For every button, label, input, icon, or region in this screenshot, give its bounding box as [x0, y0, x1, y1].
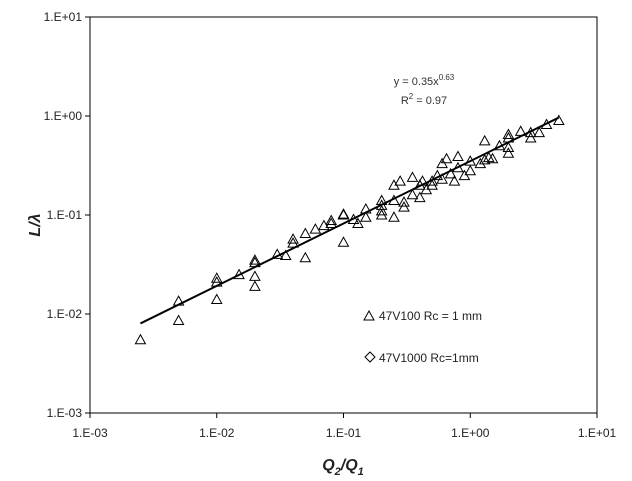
- data-point-triangle: [359, 202, 372, 214]
- data-point-triangle: [309, 223, 322, 234]
- data-point-triangle: [318, 219, 330, 231]
- y-axis-ticks: 1.E-03 1.E-02 1.E-01 1.E+00 1.E+01: [44, 10, 90, 420]
- x-tick-label: 1.E+01: [578, 426, 617, 440]
- data-point-triangle: [279, 249, 292, 260]
- data-point-triangle: [514, 125, 527, 136]
- data-point-triangle: [249, 254, 261, 265]
- data-point-triangle: [337, 236, 350, 247]
- legend-marker-triangle: [363, 309, 375, 321]
- x-tick-label: 1.E-01: [326, 426, 362, 440]
- legend-label-2: 47V1000 Rc=1mm: [379, 351, 479, 365]
- data-point-triangle: [210, 293, 223, 305]
- data-points: [134, 114, 565, 345]
- y-tick-label: 1.E-01: [47, 208, 83, 222]
- data-point-triangle: [233, 268, 245, 280]
- data-point-triangle: [271, 248, 284, 259]
- data-point-triangle: [452, 150, 464, 161]
- data-point-triangle: [552, 114, 565, 126]
- y-axis-title: L/λ: [27, 213, 44, 236]
- data-point-triangle: [474, 157, 487, 169]
- y-tick-label: 1.E+00: [44, 109, 83, 123]
- data-point-triangle: [502, 128, 515, 140]
- data-point-triangle: [337, 208, 350, 219]
- data-point-triangle: [436, 173, 448, 184]
- legend-marker-diamond: [364, 351, 376, 363]
- data-point-triangle: [134, 333, 147, 345]
- x-axis-title: Q2/Q1: [322, 457, 364, 478]
- data-point-triangle: [299, 251, 312, 263]
- data-point-triangle: [478, 134, 491, 146]
- trendline: [139, 116, 560, 325]
- data-point-triangle: [452, 161, 464, 173]
- data-point-triangle: [375, 204, 388, 216]
- data-point-triangle: [464, 164, 477, 176]
- data-point-triangle: [210, 276, 223, 287]
- trendline-equation: y = 0.35x0.63: [394, 73, 455, 88]
- data-point-triangle: [502, 131, 515, 143]
- data-point-triangle: [388, 194, 400, 206]
- data-point-triangle: [416, 175, 429, 186]
- data-point-triangle: [388, 211, 400, 222]
- data-point-triangle: [440, 152, 453, 164]
- data-point-triangle: [249, 256, 261, 268]
- data-point-triangle: [210, 272, 223, 283]
- data-point-triangle: [394, 175, 407, 186]
- data-point-triangle: [325, 214, 338, 225]
- x-tick-label: 1.E-02: [199, 426, 235, 440]
- data-point-triangle: [540, 118, 553, 130]
- data-point-triangle: [359, 211, 372, 222]
- data-point-triangle: [249, 280, 261, 291]
- data-point-triangle: [299, 227, 312, 239]
- data-point-triangle: [464, 155, 477, 166]
- data-point-triangle: [502, 147, 515, 158]
- x-tick-label: 1.E-03: [72, 426, 108, 440]
- legend: 47V100 Rc = 1 mm 47V1000 Rc=1mm: [363, 309, 482, 365]
- data-point-triangle: [287, 233, 299, 244]
- data-point-triangle: [325, 217, 338, 229]
- x-axis-ticks: 1.E-03 1.E-02 1.E-01 1.E+00 1.E+01: [72, 413, 617, 440]
- data-point-triangle: [398, 196, 410, 207]
- data-point-triangle: [172, 295, 185, 306]
- data-point-triangle: [478, 153, 491, 165]
- data-point-triangle: [287, 237, 299, 248]
- data-point-triangle: [431, 169, 444, 181]
- data-point-triangle: [502, 141, 515, 153]
- data-point-triangle: [347, 213, 360, 225]
- y-tick-label: 1.E+01: [44, 10, 83, 24]
- legend-label-1: 47V100 Rc = 1 mm: [379, 309, 482, 323]
- data-point-triangle: [524, 126, 537, 138]
- data-point-triangle: [413, 191, 426, 203]
- y-tick-label: 1.E-03: [47, 406, 83, 420]
- y-tick-label: 1.E-02: [47, 307, 83, 321]
- data-point-triangle: [444, 167, 457, 179]
- data-point-triangle: [352, 217, 364, 229]
- plot-area: [89, 16, 598, 414]
- data-point-triangle: [426, 175, 438, 186]
- data-point-triangle: [249, 270, 261, 281]
- x-tick-label: 1.E+00: [451, 426, 490, 440]
- data-point-triangle: [172, 314, 185, 325]
- data-point-triangle: [493, 139, 506, 151]
- data-point-triangle: [448, 175, 461, 186]
- data-point-triangle: [406, 188, 419, 200]
- data-point-triangle: [524, 131, 537, 143]
- data-point-triangle: [398, 201, 410, 212]
- data-point-triangle: [406, 171, 419, 182]
- data-point-triangle: [486, 152, 499, 164]
- trendline-group: [139, 116, 560, 325]
- trendline-r2: R2 = 0.97: [401, 92, 447, 107]
- data-point-triangle: [375, 194, 388, 206]
- data-point-triangle: [533, 126, 546, 138]
